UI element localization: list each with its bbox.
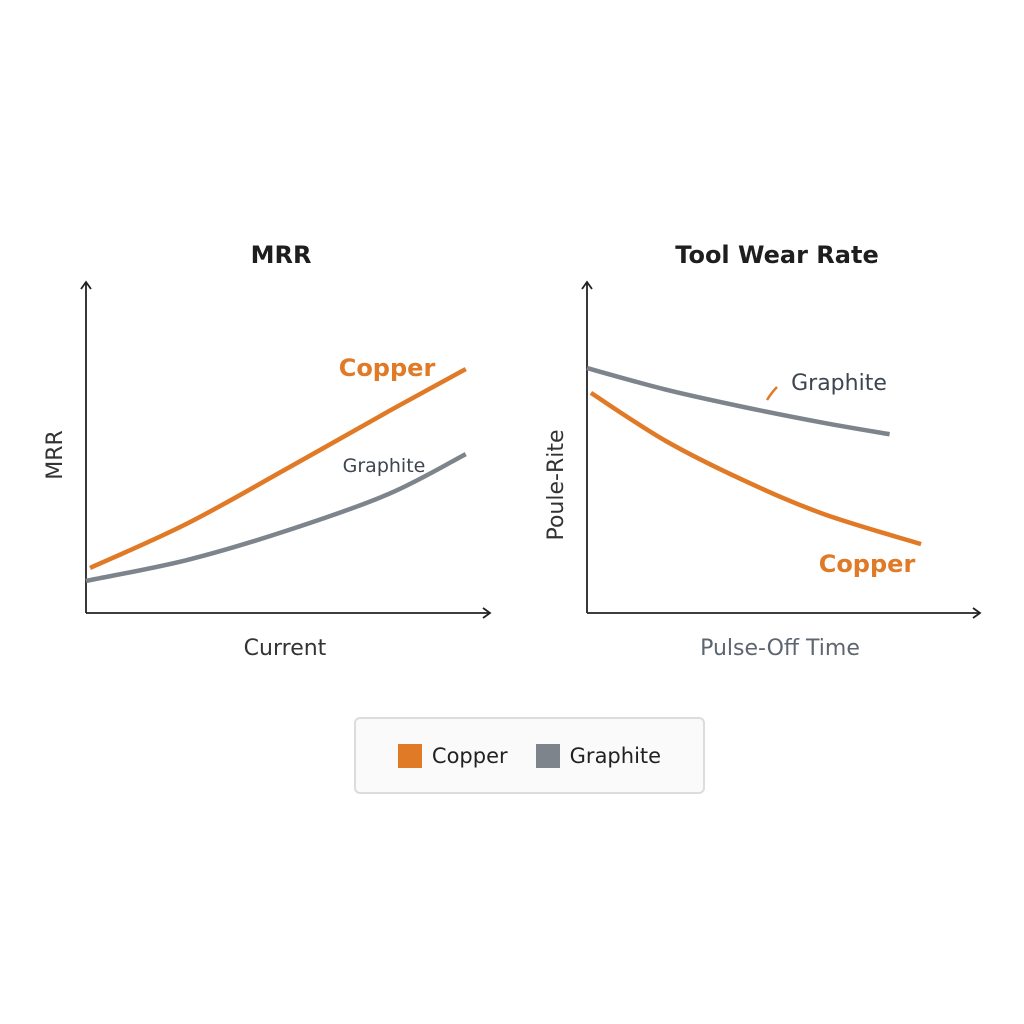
series-label-graphite: Graphite: [791, 371, 887, 396]
y-axis-label: Poule-Rite: [544, 429, 569, 540]
series-line-copper: [589, 390, 922, 547]
x-axis-label: Pulse-Off Time: [700, 636, 860, 661]
legend-label-graphite: Graphite: [569, 743, 662, 768]
graphite-swatch: [535, 743, 560, 768]
series-line-graphite: [85, 452, 467, 584]
chart-title: MRR: [251, 241, 312, 269]
y-axis-arrow-icon: [80, 280, 92, 290]
x-axis-arrow-icon: [972, 607, 982, 619]
label-pointer-icon: [765, 386, 778, 401]
legend-item-copper: Copper: [397, 743, 508, 768]
legend-label-copper: Copper: [431, 743, 508, 768]
series-label-copper: Copper: [339, 354, 436, 382]
legend: Copper Graphite: [354, 717, 705, 794]
series-line-copper: [89, 367, 467, 571]
x-axis-arrow-icon: [482, 607, 492, 619]
series-label-graphite: Graphite: [343, 455, 426, 477]
x-axis-label: Current: [244, 636, 327, 661]
series-line-graphite: [586, 365, 890, 437]
series-label-copper: Copper: [819, 550, 916, 578]
y-axis-arrow-icon: [581, 280, 593, 290]
y-axis-label: MRR: [43, 430, 68, 480]
chart-title: Tool Wear Rate: [675, 241, 878, 269]
legend-item-graphite: Graphite: [535, 743, 662, 768]
copper-swatch: [397, 743, 422, 768]
